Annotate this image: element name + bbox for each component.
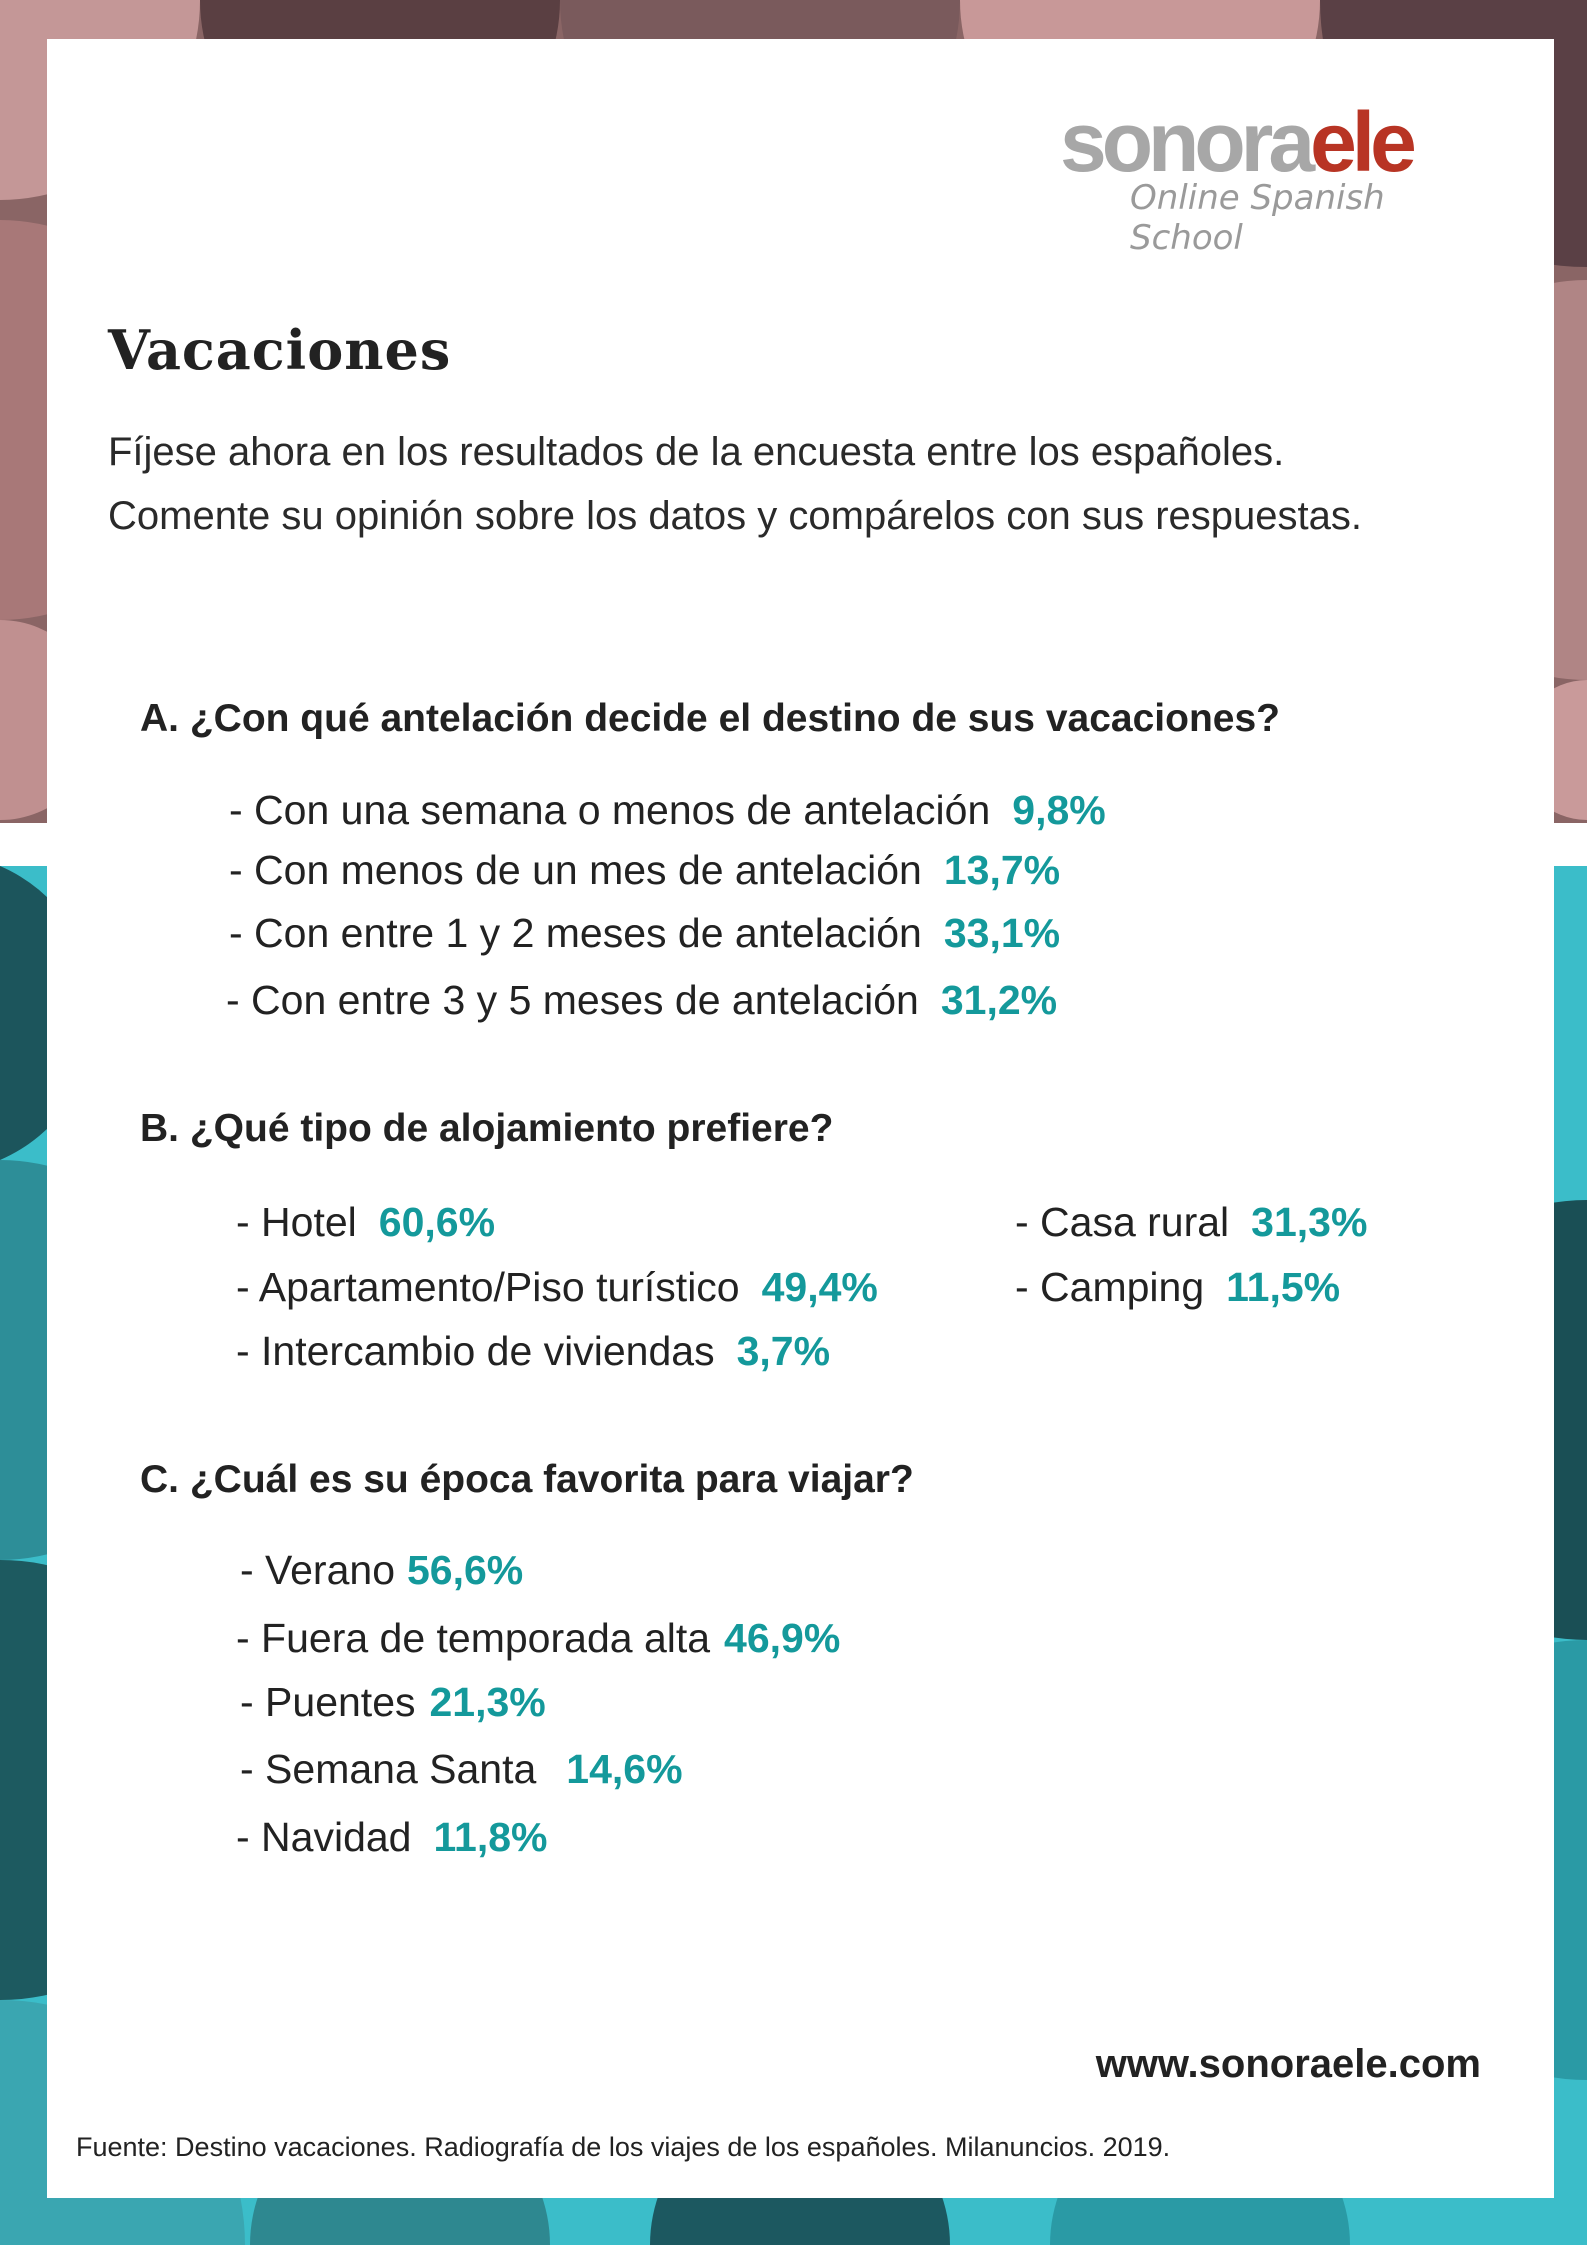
item-percent: 49,4% — [761, 1264, 878, 1310]
list-item: - Apartamento/Piso turístico 49,4% — [236, 1264, 878, 1311]
list-item: - Verano 56,6% — [240, 1547, 523, 1594]
list-item: - Con entre 1 y 2 meses de antelación 33,… — [229, 910, 1060, 957]
logo-part2: ele — [1310, 95, 1417, 189]
list-item: - Fuera de temporada alta 46,9% — [236, 1615, 840, 1662]
item-percent: 21,3% — [429, 1679, 546, 1725]
logo-tagline: Online Spanish School — [1130, 178, 1385, 258]
page-title: Vacaciones — [108, 318, 452, 382]
list-item: - Hotel 60,6% — [236, 1199, 495, 1246]
list-item: - Con entre 3 y 5 meses de antelación 31,… — [226, 977, 1057, 1024]
website-link[interactable]: www.sonoraele.com — [1095, 2042, 1481, 2086]
item-percent: 31,2% — [940, 977, 1058, 1023]
list-item: - Camping 11,5% — [1015, 1264, 1340, 1311]
item-label: - Apartamento/Piso turístico — [236, 1264, 740, 1310]
logo-part1: sonora — [1060, 95, 1315, 189]
item-label: - Con una semana o menos de antelación — [229, 787, 991, 833]
list-item: - Semana Santa 14,6% — [240, 1746, 683, 1793]
list-item: - Con menos de un mes de antelación 13,7% — [229, 847, 1060, 894]
item-label: - Fuera de temporada alta — [236, 1615, 711, 1661]
item-percent: 14,6% — [566, 1746, 683, 1792]
item-label: - Navidad — [236, 1814, 412, 1860]
item-label: - Con entre 1 y 2 meses de antelación — [229, 910, 922, 956]
item-percent: 3,7% — [736, 1328, 831, 1374]
question-a: A. ¿Con qué antelación decide el destino… — [140, 697, 1280, 740]
item-percent: 13,7% — [943, 847, 1061, 893]
item-label: - Intercambio de viviendas — [236, 1328, 715, 1374]
item-label: - Hotel — [236, 1199, 357, 1245]
item-percent: 60,6% — [378, 1199, 496, 1245]
list-item: - Navidad 11,8% — [236, 1814, 547, 1861]
list-item: - Intercambio de viviendas 3,7% — [236, 1328, 830, 1375]
item-label: - Casa rural — [1015, 1199, 1230, 1245]
item-label: - Puentes — [240, 1679, 416, 1725]
item-label: - Camping — [1015, 1264, 1205, 1310]
item-label: - Semana Santa — [240, 1746, 537, 1792]
sonoraele-logo: sonoraele Online Spanish School — [1060, 100, 1500, 258]
list-item: - Con una semana o menos de antelación 9,… — [229, 787, 1106, 834]
item-percent: 11,8% — [433, 1814, 548, 1860]
intro-line-2: Comente su opinión sobre los datos y com… — [108, 494, 1363, 538]
intro-line-1: Fíjese ahora en los resultados de la enc… — [108, 430, 1285, 474]
item-percent: 46,9% — [724, 1615, 841, 1661]
question-b: B. ¿Qué tipo de alojamiento prefiere? — [140, 1107, 834, 1150]
item-percent: 31,3% — [1251, 1199, 1368, 1245]
item-label: - Con entre 3 y 5 meses de antelación — [226, 977, 919, 1023]
list-item: - Casa rural 31,3% — [1015, 1199, 1367, 1246]
source-citation: Fuente: Destino vacaciones. Radiografía … — [76, 2132, 1171, 2162]
item-label: - Verano — [240, 1547, 395, 1593]
content-card — [47, 39, 1554, 2198]
question-c: C. ¿Cuál es su época favorita para viaja… — [140, 1458, 914, 1501]
list-item: - Puentes 21,3% — [240, 1679, 546, 1726]
item-label: - Con menos de un mes de antelación — [229, 847, 922, 893]
item-percent: 11,5% — [1226, 1264, 1341, 1310]
item-percent: 9,8% — [1012, 787, 1106, 833]
item-percent: 33,1% — [943, 910, 1061, 956]
item-percent: 56,6% — [407, 1547, 524, 1593]
